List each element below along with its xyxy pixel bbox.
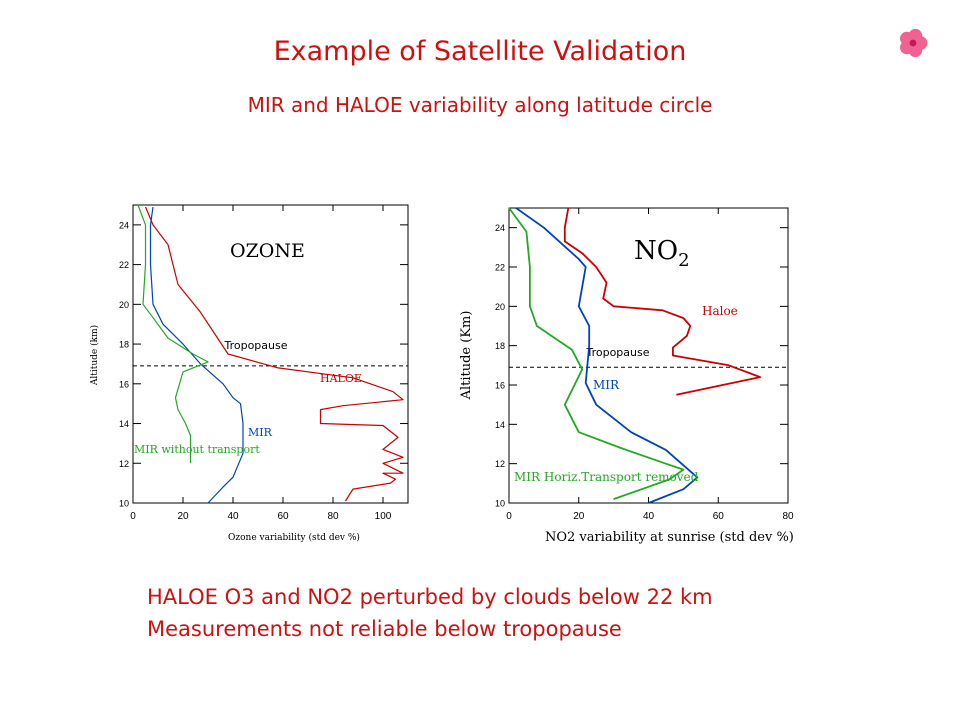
- ozone-y-tick-label: 10: [119, 499, 129, 509]
- ozone-y-tick-label: 22: [119, 260, 129, 270]
- ozone-x-tick-label: 100: [375, 511, 392, 522]
- ozone-x-tick-label: 60: [277, 511, 289, 522]
- no2-x-axis-label: NO2 variability at sunrise (std dev %): [545, 530, 794, 545]
- ozone-x-tick-label: 80: [327, 511, 339, 522]
- no2-chart-title-subscript: 2: [678, 250, 689, 271]
- no2-x-tick-label: 0: [506, 511, 512, 522]
- no2-y-tick-label: 20: [495, 302, 505, 312]
- no2-y-axis-label: Altitude (Km): [459, 311, 474, 401]
- no2-series-label-2: MIR: [593, 378, 620, 392]
- no2-chart: 0 20 40 60 80 10 12 14 16 18 20 22 24 Tropopause Haloe…: [459, 207, 794, 545]
- no2-x-tick-label: 80: [782, 511, 794, 522]
- no2-tropopause-label: Tropopause: [585, 346, 649, 359]
- no2-x-tick-label: 40: [643, 511, 655, 522]
- no2-y-tick-label: 22: [495, 263, 505, 273]
- no2-y-tick-label: 14: [495, 420, 505, 430]
- ozone-series-line-1: [144, 206, 404, 502]
- no2-x-tick-label: 20: [573, 511, 585, 522]
- page-subtitle: MIR and HALOE variability along latitude…: [247, 93, 713, 117]
- no2-x-tick-label: 60: [713, 511, 725, 522]
- no2-y-tick-label: 24: [495, 223, 505, 233]
- no2-y-tick-label: 10: [495, 499, 505, 509]
- no2-series-line-2: [515, 207, 699, 504]
- ozone-series-line-3: [137, 204, 209, 464]
- ozone-chart-title: OZONE: [230, 240, 305, 262]
- ozone-series-label-2: MIR: [248, 426, 273, 439]
- no2-y-tick-label: 16: [495, 381, 505, 391]
- ozone-x-tick-label: 0: [130, 511, 136, 522]
- ozone-y-axis-label: Altitude (km): [89, 325, 100, 386]
- no2-y-tick-label: 18: [495, 341, 505, 351]
- ozone-tropopause-label: Tropopause: [223, 339, 287, 352]
- no2-y-tick-label: 12: [495, 459, 505, 469]
- ozone-x-tick-label: 40: [227, 511, 239, 522]
- no2-series-label-1: Haloe: [702, 304, 738, 318]
- ozone-y-tick-label: 14: [119, 419, 129, 429]
- note-clouds: HALOE O3 and NO2 perturbed by clouds bel…: [147, 585, 713, 609]
- ozone-plot-frame: [132, 204, 409, 504]
- ozone-y-tick-label: 18: [119, 340, 129, 350]
- page-title: Example of Satellite Validation: [273, 36, 687, 67]
- no2-series-label-3: MIR Horiz.Transport removed: [514, 470, 699, 484]
- ozone-y-tick-label: 20: [119, 300, 129, 310]
- flower-icon: [900, 28, 928, 58]
- ozone-y-tick-label: 16: [119, 379, 129, 389]
- ozone-series-label-3: MIR without transport: [134, 443, 260, 456]
- ozone-x-tick-label: 20: [177, 511, 189, 522]
- no2-chart-title: NO2: [634, 236, 690, 271]
- ozone-series-line-2: [149, 206, 244, 504]
- ozone-x-axis-label: Ozone variability (std dev %): [228, 532, 360, 543]
- ozone-chart: 0 20 40 60 80 100 10 12 14 16 18 20 22 24 Tropopause HA…: [89, 204, 409, 543]
- note-tropopause: Measurements not reliable below tropopau…: [147, 617, 622, 641]
- ozone-y-tick-label: 12: [119, 459, 129, 469]
- no2-series-line-1: [563, 207, 762, 396]
- ozone-y-tick-label: 24: [119, 220, 129, 230]
- ozone-series-label-1: HALOE: [320, 372, 362, 385]
- no2-series-line-3: [508, 207, 685, 500]
